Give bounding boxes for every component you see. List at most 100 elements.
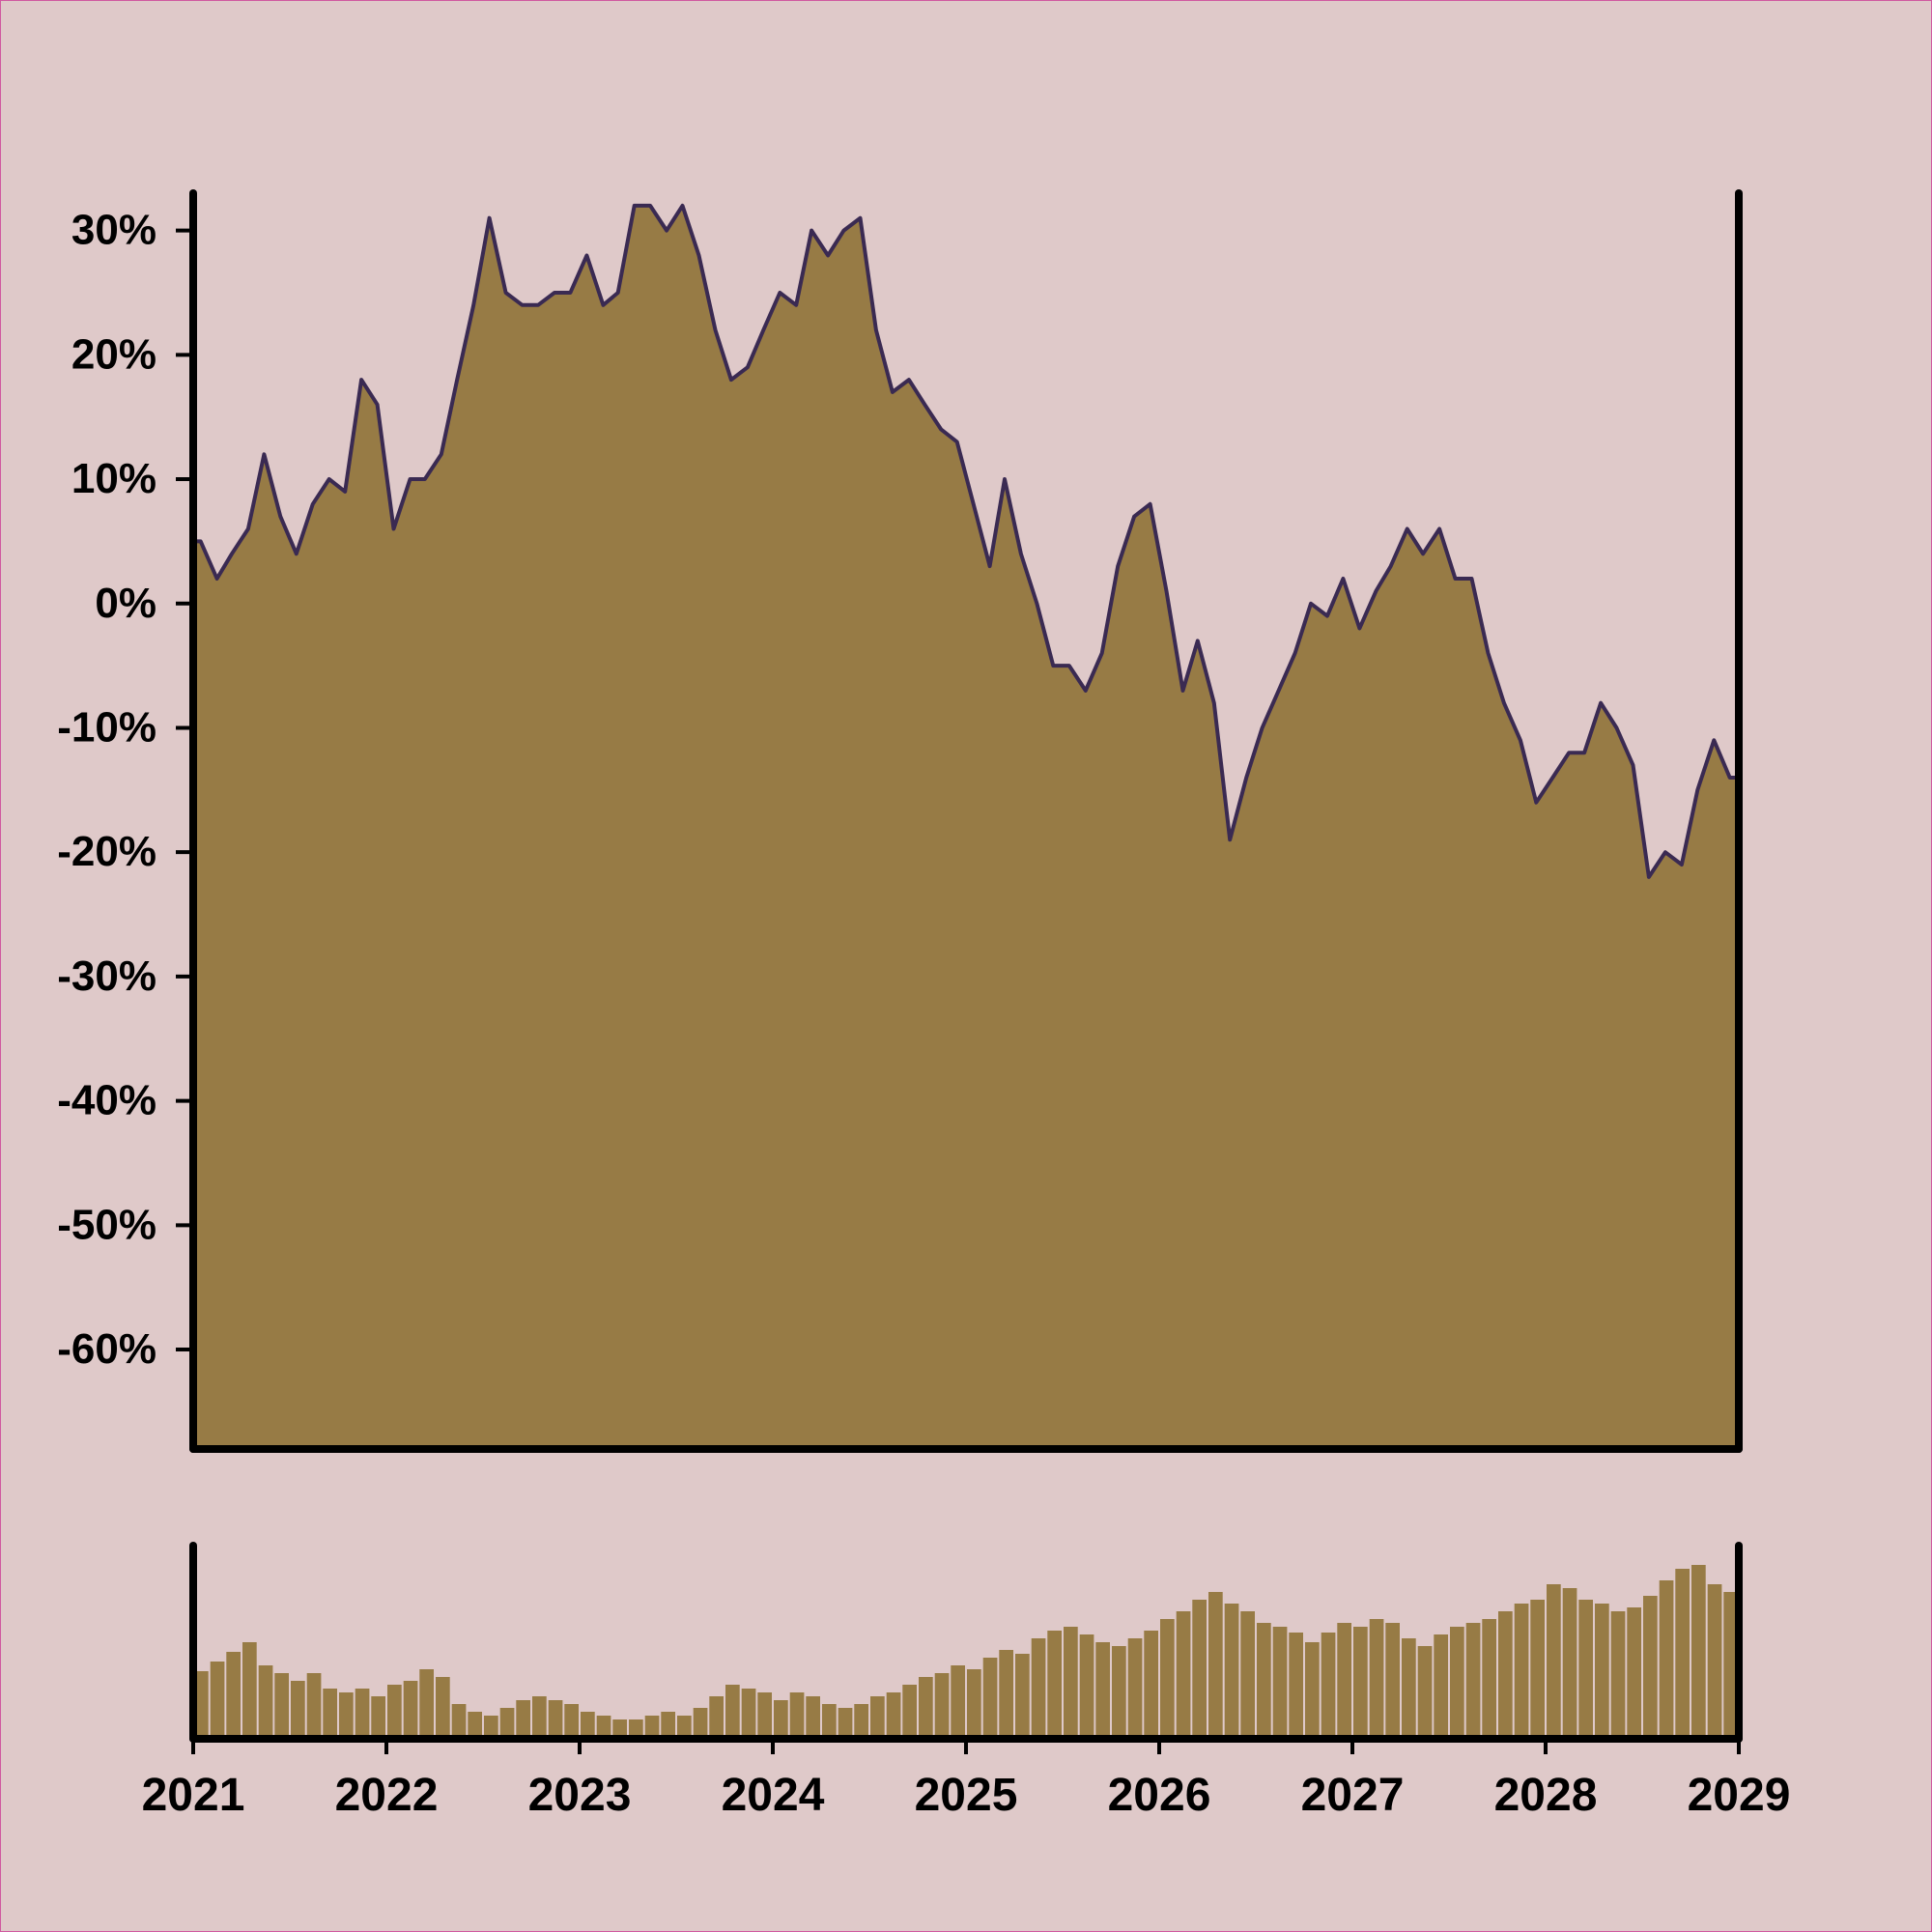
volume-bar [1047,1631,1062,1739]
volume-bar [564,1704,579,1739]
x-tick-label: 2029 [1688,1770,1791,1821]
volume-bar [741,1689,756,1739]
volume-bar [1337,1623,1351,1739]
volume-bar [838,1708,853,1739]
volume-bar [548,1700,563,1739]
volume-bar [1434,1634,1448,1739]
volume-bar [1627,1607,1641,1739]
x-axis-ticks: 2021 2022 2023 2024 2025 2026 2027 2028 2029 [142,1739,1791,1821]
volume-bar [1610,1611,1626,1739]
volume-bars [194,1565,1738,1739]
volume-bar [1144,1631,1158,1739]
volume-bar [1289,1633,1303,1739]
volume-bar [757,1692,772,1739]
volume-bar [291,1681,305,1739]
volume-bar [1079,1634,1094,1739]
x-tick-label: 2024 [722,1770,825,1821]
y-tick-label: -10% [57,703,156,751]
volume-bar [339,1692,354,1739]
volume-bar [210,1662,225,1739]
volume-bar [403,1681,418,1739]
volume-bar [1402,1638,1416,1739]
y-tick-label: 10% [71,455,156,502]
volume-bar [323,1689,337,1739]
volume-bar [1578,1600,1593,1739]
volume-bar [1321,1633,1336,1739]
volume-axis-spines [189,1542,1743,1743]
volume-bar [1707,1584,1722,1739]
x-tick-label: 2025 [915,1770,1018,1821]
volume-bar [194,1671,209,1739]
volume-bar [886,1692,901,1739]
volume-bar [854,1704,868,1739]
volume-bar [596,1716,611,1739]
volume-bar [967,1669,981,1739]
y-tick-label: -50% [57,1201,156,1248]
volume-bar [1176,1611,1191,1739]
volume-bar [902,1685,917,1739]
volume-bar [822,1704,837,1739]
volume-bar [1369,1619,1384,1739]
volume-bar [1095,1642,1110,1739]
volume-bar [1208,1592,1223,1739]
volume-bar [387,1685,402,1739]
volume-bar [1257,1623,1271,1739]
x-tick-label: 2022 [335,1770,439,1821]
volume-bar [644,1716,660,1739]
volume-panel: 2021 2022 2023 2024 2025 2026 2027 2028 2029 [142,1542,1791,1821]
volume-bar [1691,1565,1706,1739]
volume-bar [274,1673,289,1739]
volume-bar [1353,1627,1368,1739]
volume-bar [1224,1604,1239,1739]
y-tick-label: -40% [57,1077,156,1124]
volume-bar [677,1716,692,1739]
main-axis-spines [189,189,1743,1453]
volume-bar [532,1696,547,1739]
y-axis-ticks: 30% 20% 10% 0% -10% -20% -30% -40% -50% -60% [57,207,193,1373]
volume-bar [1160,1619,1175,1739]
x-tick-label: 2028 [1494,1770,1598,1821]
volume-bar [1450,1627,1464,1739]
volume-bar [1305,1642,1320,1739]
volume-bar [242,1642,257,1739]
y-tick-label: -60% [57,1325,156,1373]
volume-bar [1530,1600,1545,1739]
y-tick-label: -30% [57,952,156,1000]
main-panel: 30% 20% 10% 0% -10% -20% -30% -40% -50% -60% [57,189,1743,1453]
volume-bar [451,1704,467,1739]
volume-bar [484,1716,498,1739]
volume-bar [870,1696,885,1739]
area-fill [193,205,1739,1449]
volume-bar [1240,1611,1255,1739]
volume-bar [1015,1654,1030,1739]
volume-bar [581,1712,595,1739]
volume-bar [661,1712,675,1739]
volume-bar [1385,1623,1400,1739]
volume-bar [1064,1627,1078,1739]
volume-bar [951,1665,965,1739]
volume-bar [1547,1584,1561,1739]
y-tick-label: -20% [57,828,156,875]
volume-bar [725,1685,740,1739]
volume-bar [1643,1596,1658,1739]
volume-bar [1465,1623,1481,1739]
volume-bar [306,1673,322,1739]
volume-bar [1723,1592,1738,1739]
volume-bar [789,1692,805,1739]
volume-bar [468,1712,482,1739]
volume-bar [999,1650,1013,1739]
volume-bar [1498,1611,1513,1739]
volume-bar [1562,1588,1577,1739]
volume-bar [1127,1638,1143,1739]
volume-bar [258,1665,273,1739]
y-tick-label: 0% [95,580,156,627]
y-tick-label: 20% [71,330,156,378]
x-tick-label: 2023 [528,1770,632,1821]
volume-bar [1595,1604,1609,1739]
volume-bar [1272,1627,1288,1739]
volume-bar [1659,1580,1674,1739]
volume-bar [436,1677,450,1739]
volume-bar [982,1658,998,1739]
volume-bar [226,1652,241,1739]
